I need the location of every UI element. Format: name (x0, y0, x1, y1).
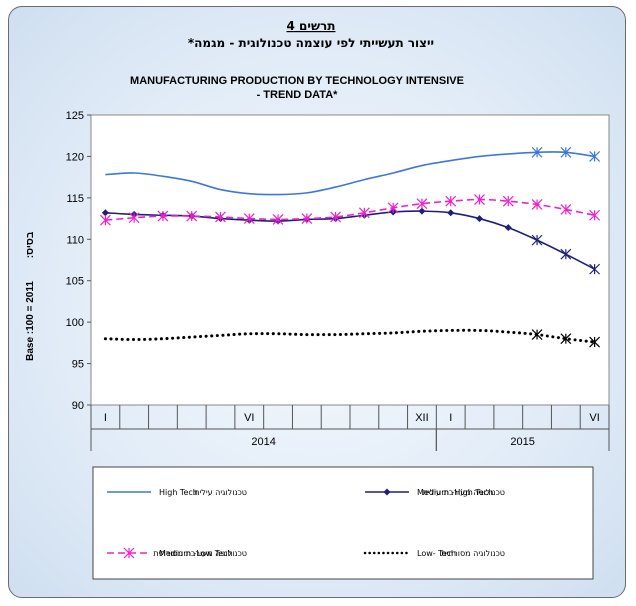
x-axis: I VI XII I VI 2014 2015 (90, 405, 610, 451)
point-marker (476, 215, 483, 223)
y-tick-label: 125 (66, 110, 84, 122)
point-marker (447, 209, 455, 217)
series-group (99, 146, 601, 348)
x-tick-label: VI (244, 412, 254, 424)
figure-label: תרשים 4 (287, 19, 336, 33)
y-tick-label: 100 (66, 317, 84, 329)
y-axis-label-hebrew: בסיס: (25, 231, 36, 258)
x-tick-label: I (104, 412, 107, 424)
point-marker (418, 207, 426, 215)
legend-name-en: High Tech (159, 488, 198, 497)
title-hebrew: ייצור תעשייתי לפי עוצמה טכנולוגית - מגמה… (188, 36, 434, 50)
y-axis-label: Base :100 = 2011 (25, 281, 36, 361)
series-3 (99, 194, 601, 226)
legend-marker (383, 488, 391, 496)
legend-name-he: טכנולוגיה עילית (194, 488, 247, 497)
y-tick-label: 115 (66, 193, 84, 205)
plot-area (90, 114, 610, 406)
y-tick-label: 105 (66, 276, 84, 288)
series-line (105, 198, 595, 222)
legend-name-en: Medium -High Tech (417, 488, 493, 497)
series-line (103, 328, 597, 344)
y-tick-label: 120 (66, 151, 84, 163)
title-english-line2: - TREND DATA* (257, 89, 339, 101)
series-line (105, 151, 595, 196)
legend-name-en: Medium -Low Tech (159, 549, 233, 558)
point-marker (101, 209, 109, 217)
year-label: 2015 (510, 436, 534, 448)
point-marker (504, 224, 512, 232)
legend-box (92, 466, 594, 580)
x-tick-label: I (449, 412, 452, 424)
x-tick-label: XII (415, 412, 428, 424)
legend-name-en: Low- Tech (417, 549, 456, 558)
series-1 (105, 146, 601, 196)
legend-name-he: טכנולוגיה מעורבת עילית (423, 488, 505, 497)
y-axis-ticks: 90 95 100 105 110 115 120 125 (66, 110, 91, 412)
chart-frame: תרשים 4 ייצור תעשייתי לפי עוצמה טכנולוגי… (8, 6, 626, 598)
y-tick-label: 110 (66, 234, 84, 246)
y-tick-label: 90 (72, 400, 84, 412)
year-label: 2014 (251, 436, 275, 448)
chart-canvas: תרשים 4 ייצור תעשייתי לפי עוצמה טכנולוגי… (25, 19, 610, 580)
legend-name-he: טכנולוגיה מסורתית (441, 549, 505, 558)
title-english-line1: MANUFACTURING PRODUCTION BY TECHNOLOGY I… (130, 75, 464, 87)
y-tick-label: 95 (72, 359, 84, 371)
series-4 (103, 328, 601, 348)
legend-name-he: טכנולוגיה מעורבת מסורתית (153, 549, 247, 558)
x-tick-label: VI (589, 412, 599, 424)
